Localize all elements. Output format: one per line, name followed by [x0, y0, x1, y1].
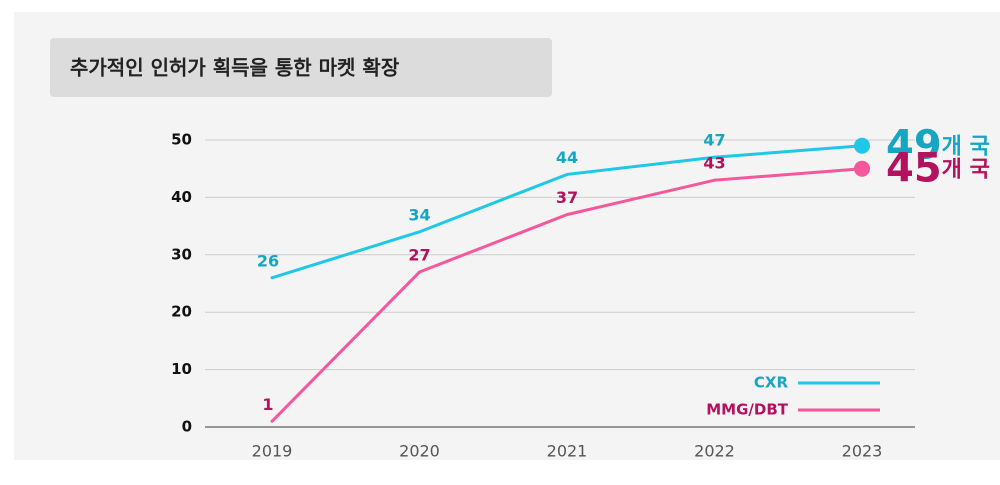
data-label: 44: [556, 148, 578, 167]
end-suffix: 개 국: [942, 158, 990, 183]
chart-title: 추가적인 인허가 획득을 통한 마켓 확장: [70, 56, 400, 80]
end-label: 49개 국: [886, 123, 990, 169]
data-label: 43: [703, 154, 725, 173]
end-dot: [854, 137, 870, 154]
y-tick-label: 0: [182, 418, 192, 436]
legend-label: MMG/DBT: [706, 401, 789, 419]
point: [565, 172, 569, 176]
x-tick-label: 2020: [399, 442, 440, 461]
x-tick-label: 2022: [694, 442, 735, 461]
y-tick-label: 50: [171, 131, 192, 149]
legend-label: CXR: [754, 374, 789, 392]
y-tick-label: 20: [171, 303, 192, 321]
point: [270, 419, 274, 423]
end-value: 45: [886, 146, 942, 192]
end-dot: [854, 160, 870, 177]
y-tick-label: 10: [171, 360, 192, 378]
end-value: 49: [886, 123, 942, 169]
end-label: 45개 국: [886, 146, 990, 192]
data-label: 26: [257, 251, 279, 270]
data-label: 34: [408, 205, 430, 224]
point: [713, 155, 716, 159]
end-suffix: 개 국: [942, 135, 990, 160]
data-label: 1: [262, 395, 273, 414]
data-label: 47: [703, 131, 725, 150]
x-tick-label: 2019: [252, 442, 293, 461]
point: [418, 230, 421, 234]
y-tick-label: 40: [171, 188, 192, 206]
point: [270, 276, 274, 280]
data-label: 37: [556, 188, 578, 207]
point: [418, 270, 421, 274]
x-tick-label: 2021: [547, 442, 588, 461]
point: [713, 178, 716, 182]
x-tick-label: 2023: [842, 442, 883, 461]
point: [565, 213, 569, 217]
y-tick-label: 30: [171, 245, 192, 263]
data-label: 27: [408, 246, 430, 265]
title-box: [50, 38, 552, 97]
